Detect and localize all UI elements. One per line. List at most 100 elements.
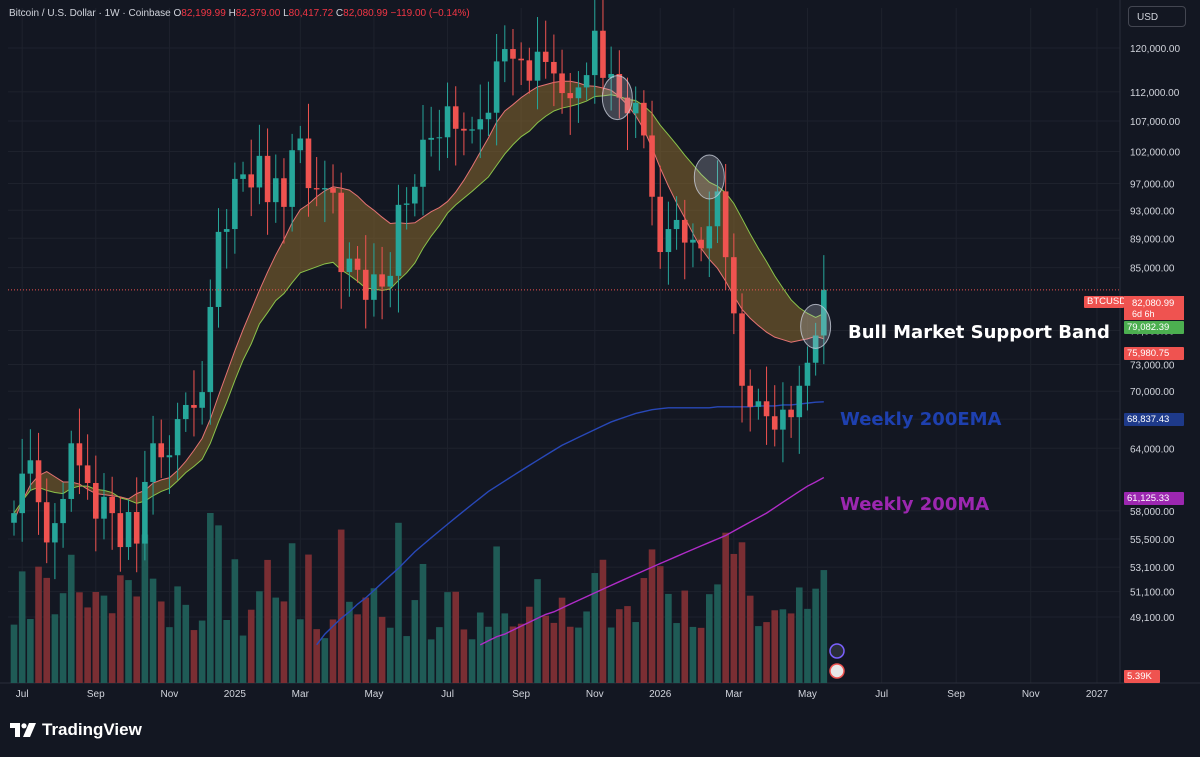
candle-body [526,60,533,81]
volume-bar [673,623,680,683]
crossover-highlight-circle [693,154,725,200]
volume-bar [795,587,803,683]
candle-body [338,192,344,273]
volume-bar [746,595,754,683]
volume-bar [125,580,132,683]
candle-body [542,51,549,62]
volume-bar [264,559,271,683]
volume-bar [452,591,460,683]
x-tick-label: Mar [292,689,310,700]
tradingview-logo[interactable]: TradingView [10,720,142,740]
candle-body [256,155,263,188]
volume-bar [133,596,140,683]
volume-bar [706,594,713,683]
volume-bar [755,626,762,683]
x-tick-label: 2027 [1086,689,1109,700]
volume-bar [321,638,329,683]
symbol-title: Bitcoin / U.S. Dollar · 1W · Coinbase [9,8,171,19]
y-tick-label: 102,000.00 [1130,147,1180,158]
chart-canvas[interactable]: 120,000.00 112,000.00 107,000.00 102,000.00… [0,0,1200,706]
candle-body [313,188,320,190]
candle-body [763,401,770,417]
candle-body [379,274,385,287]
candle-body [452,106,459,129]
volume-bar [730,553,738,683]
volume-bar [558,597,566,683]
volume-bar [460,629,468,683]
candle-body [191,404,197,408]
candle-body [649,135,655,197]
candle-body [510,49,516,59]
crossover-highlight-circle [800,303,832,349]
candle-body [35,460,42,503]
candle-body [698,239,704,249]
volume-bar [681,590,689,683]
candle-body [281,178,287,207]
candle-body [616,73,623,98]
volume-bar [599,559,607,683]
volume-bar [517,623,525,683]
candle-body [395,204,402,276]
candle-body [804,362,811,386]
volume-bar [117,575,124,683]
volume-bar [256,591,263,683]
volume-bar [198,620,206,683]
candle-body [305,138,312,189]
x-tick-label: Sep [512,689,530,700]
volume-bar [526,606,533,683]
volume-bar [476,612,484,683]
y-tick-label: 112,000.00 [1130,88,1180,99]
volume-bar [714,584,721,683]
volume-bar [395,522,402,683]
volume-bar [444,592,451,683]
volume-bar [820,570,828,683]
volume-badge: 5.39K [1127,671,1152,682]
candle-body [223,229,230,232]
y-tick-label: 89,000.00 [1130,234,1175,245]
candle-body [93,483,99,519]
x-tick-label: Jul [16,689,29,700]
y-tick-label: 70,000.00 [1130,387,1175,398]
candle-body [534,51,541,81]
volume-bar [329,619,337,683]
current-price-badge-bg [1124,296,1184,320]
low-value: 80,417.72 [288,8,334,19]
volume-bar [84,607,91,683]
candle-body [567,93,574,99]
annotation-label: Weekly 200EMA [840,409,1002,430]
us-flag-icon[interactable] [829,663,845,679]
volume-bar [305,554,312,683]
ema200-line [316,401,824,646]
ema200-badge: 68,837.43 [1127,414,1169,425]
candle-body [731,257,737,314]
volume-bar [697,627,705,683]
volume-bar [656,566,664,683]
candle-body [681,219,688,243]
close-value: 82,080.99 [343,8,388,19]
candle-body [780,409,786,430]
candle-body [297,138,304,151]
tradingview-logo-text: TradingView [42,720,142,739]
candle-body [583,75,590,88]
x-tick-label: Jul [441,689,454,700]
volume-bar [509,626,517,683]
current-price-badge: 82,080.99 [1132,298,1174,309]
currency-button[interactable]: USD [1128,6,1186,27]
candle-body [591,30,598,76]
candle-body [330,188,336,193]
candle-body [436,137,443,139]
candle-body [739,313,745,386]
x-tick-label: Jul [875,689,888,700]
candle-body [502,49,508,62]
volume-bar [607,627,615,683]
band-ema-badge: 79,082.39 [1127,322,1169,333]
candle-body [412,186,418,204]
event-icon[interactable] [829,643,845,659]
y-tick-label: 97,000.00 [1130,179,1175,190]
volume-bar [665,593,672,683]
symbol-badge-bg [1084,296,1124,308]
candle-body [150,443,156,482]
volume-bar [583,611,590,683]
candle-body [117,513,124,548]
candle-body [420,139,426,187]
